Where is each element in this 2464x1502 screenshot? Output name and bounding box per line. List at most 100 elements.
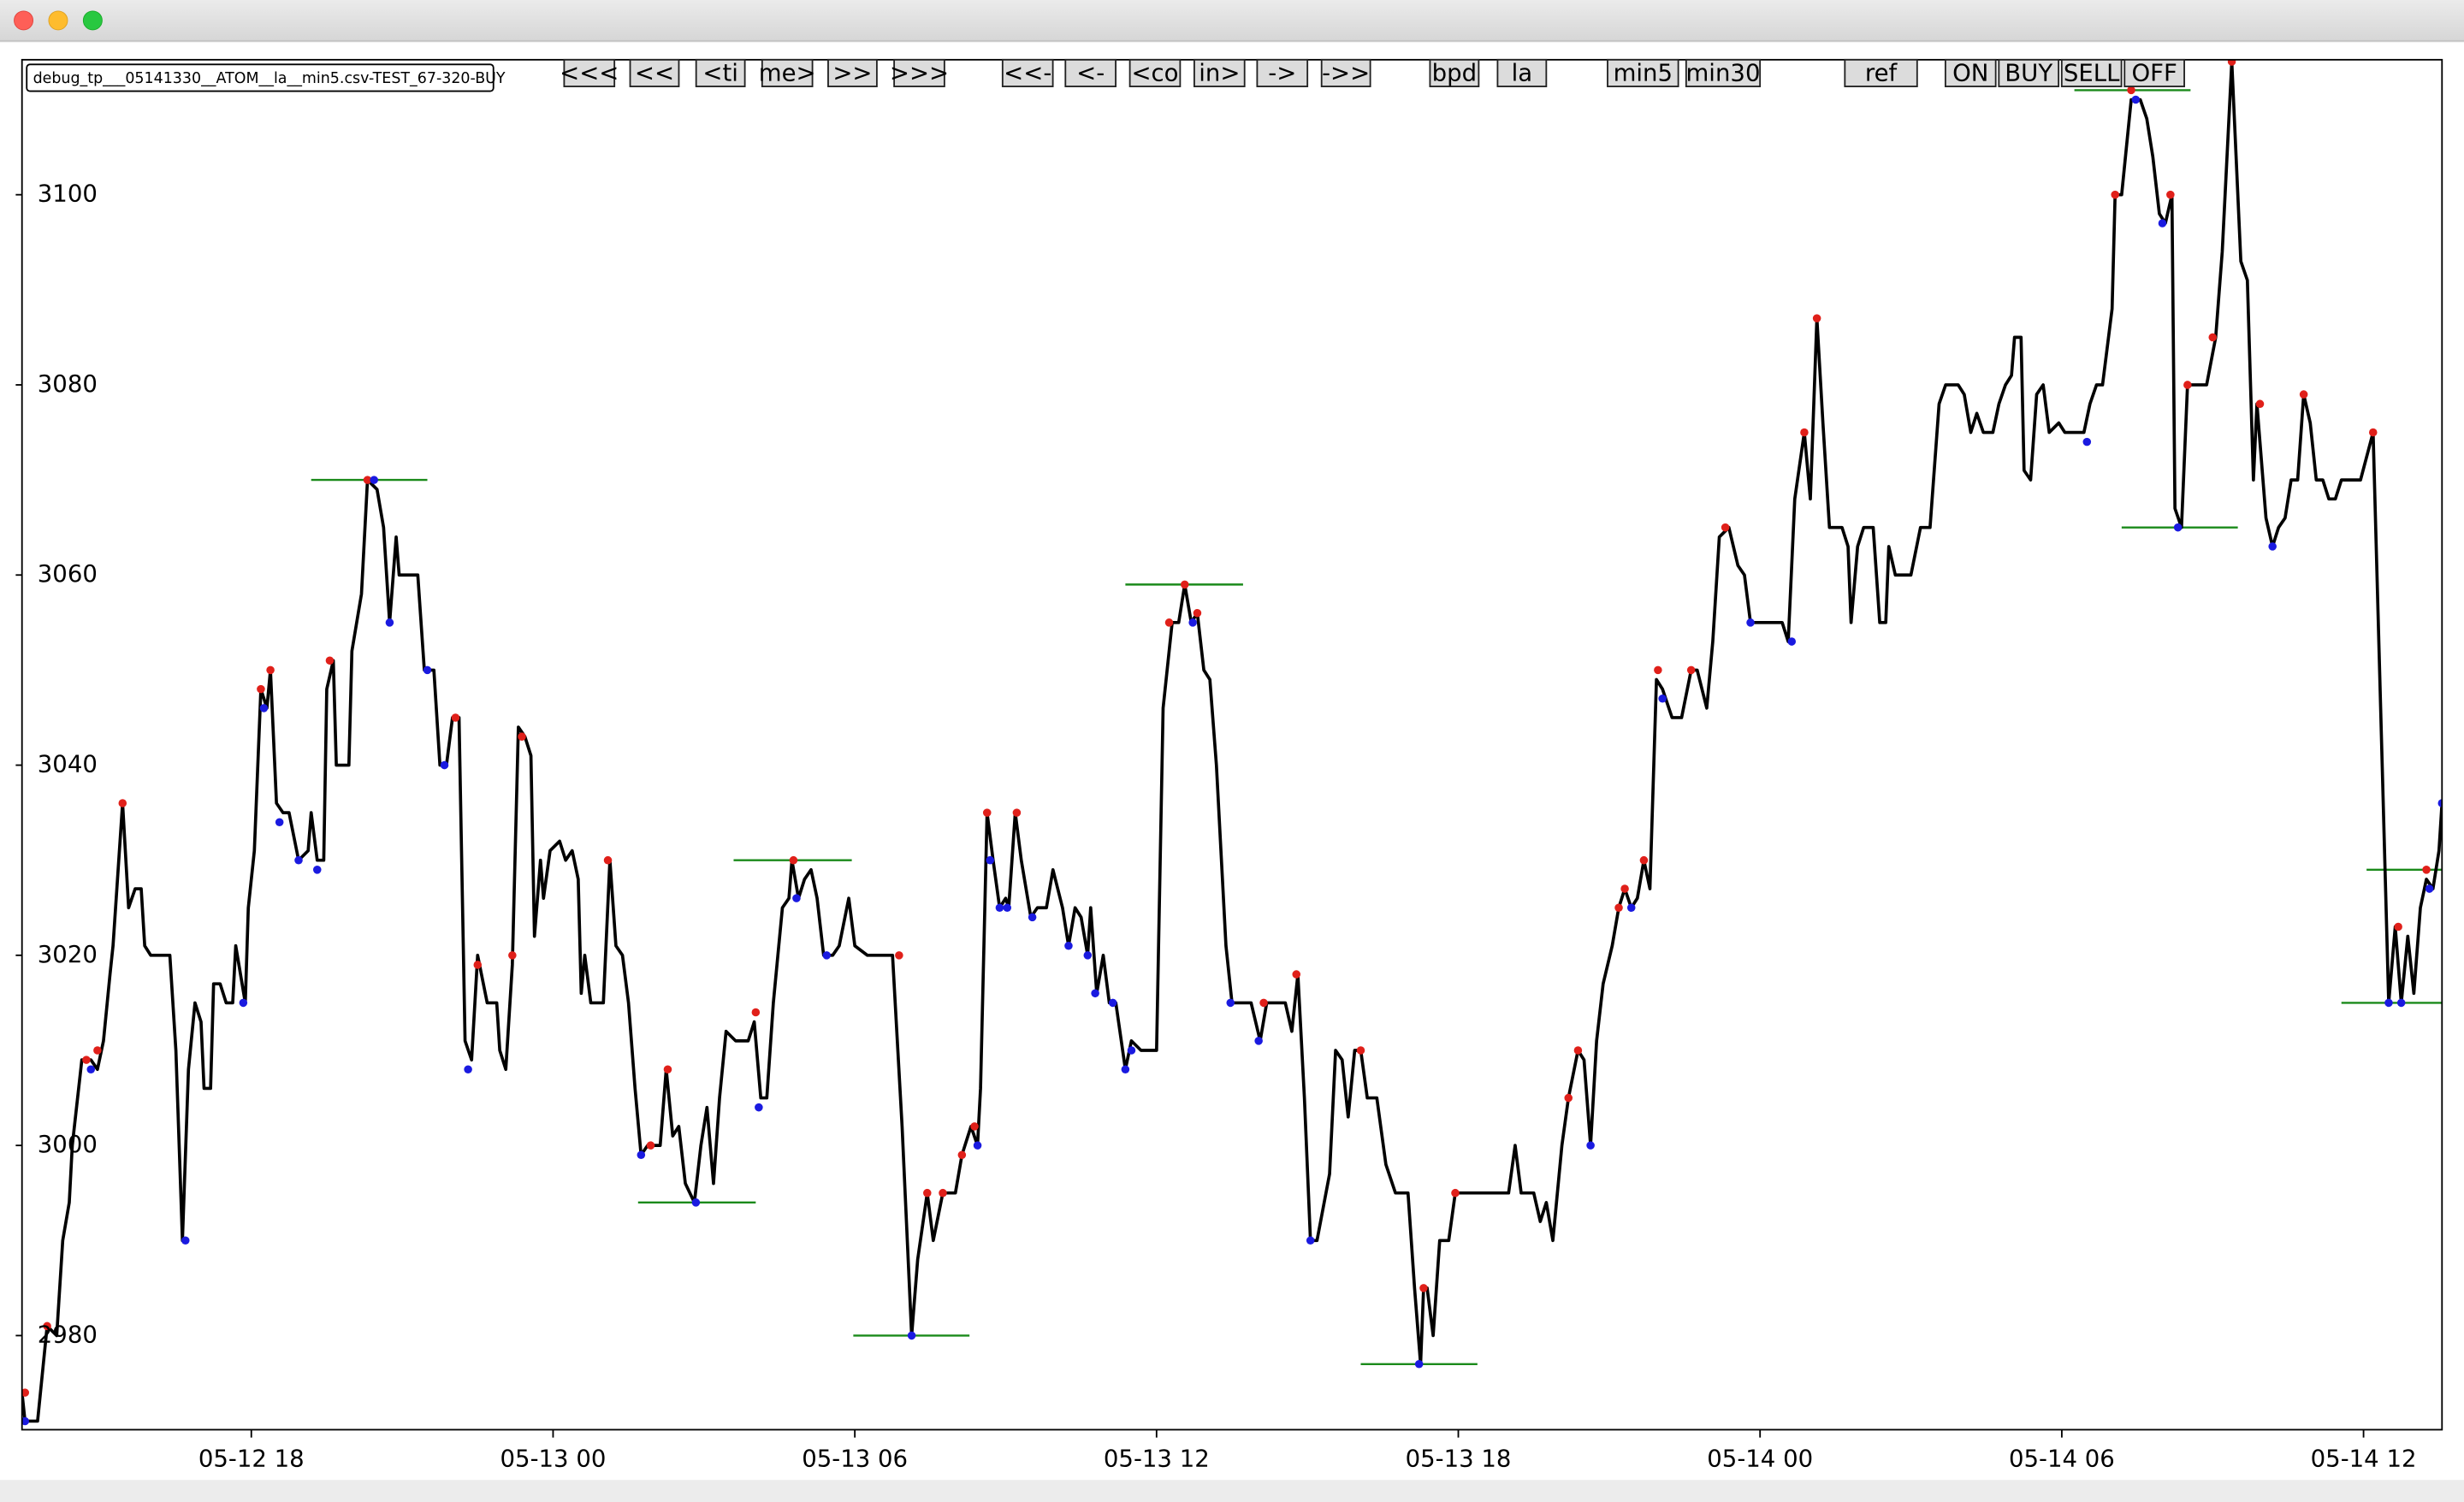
- info-box: [26, 63, 495, 92]
- x-tick-label: 05-13 18: [1406, 1445, 1512, 1472]
- pivot-point: [1226, 998, 1235, 1008]
- toolbar-button[interactable]: [1607, 58, 1679, 87]
- pivot-point: [691, 1198, 701, 1207]
- toolbar-button[interactable]: [1496, 58, 1548, 87]
- toolbar-button-label[interactable]: <<<: [560, 59, 619, 86]
- pivot-point: [423, 665, 432, 675]
- pivot-point: [370, 476, 378, 484]
- pivot-point: [451, 713, 460, 722]
- pivot-point: [275, 818, 284, 827]
- toolbar-button-label[interactable]: SELL: [2064, 59, 2120, 86]
- toolbar-button-label[interactable]: la: [1512, 59, 1533, 86]
- toolbar-button-label[interactable]: <<: [635, 59, 674, 86]
- pivot-point: [93, 1046, 102, 1055]
- toolbar-button[interactable]: [695, 58, 746, 87]
- toolbar-button[interactable]: [1320, 58, 1371, 87]
- toolbar-button[interactable]: [2060, 58, 2123, 87]
- pivot-point: [1654, 665, 1662, 675]
- pivot-point: [518, 732, 526, 741]
- toolbar-button-label[interactable]: <<-: [1004, 59, 1051, 86]
- pivot-point: [986, 855, 995, 865]
- toolbar-button-label[interactable]: me>: [759, 59, 816, 86]
- toolbar-button[interactable]: [827, 58, 878, 87]
- pivot-point: [970, 1122, 979, 1131]
- pivot-point: [646, 1141, 655, 1150]
- pivot-point: [1564, 1093, 1573, 1103]
- toolbar-button-label[interactable]: <-: [1076, 59, 1105, 86]
- pivot-point: [1721, 523, 1730, 532]
- toolbar-button-label[interactable]: ref: [1865, 59, 1898, 86]
- pivot-point: [2131, 95, 2141, 104]
- toolbar-button[interactable]: [1429, 58, 1480, 87]
- y-tick-label: 3040: [38, 751, 98, 778]
- toolbar-button[interactable]: [761, 58, 814, 87]
- toolbar-button[interactable]: [629, 58, 680, 87]
- toolbar-button[interactable]: [893, 58, 945, 87]
- pivot-point: [2255, 399, 2265, 408]
- pivot-point: [907, 1331, 916, 1340]
- pivot-point: [1028, 913, 1037, 922]
- toolbar-button[interactable]: [1998, 58, 2060, 87]
- pivot-point: [2396, 998, 2406, 1008]
- toolbar-button[interactable]: [1944, 58, 1997, 87]
- pivot-point: [2227, 59, 2236, 66]
- toolbar-button-label[interactable]: min5: [1614, 59, 1673, 86]
- pivot-point: [2384, 998, 2393, 1008]
- minimize-button[interactable]: [48, 10, 68, 31]
- button-bar: <<< << <ti me> >> >>> <<- <- <co in> -> ->> bpd la min…: [560, 58, 2185, 87]
- toolbar-button-label[interactable]: ON: [1952, 59, 1988, 86]
- pivot-point: [2422, 866, 2431, 874]
- pivot-point: [440, 760, 449, 770]
- y-tick-label: 3060: [38, 560, 98, 588]
- toolbar-button[interactable]: [1685, 58, 1762, 87]
- toolbar-button-label[interactable]: OFF: [2131, 59, 2177, 86]
- pivot-point: [1108, 998, 1117, 1008]
- pivot-point: [1419, 1284, 1428, 1292]
- pivot-point: [792, 894, 801, 902]
- zoom-button[interactable]: [82, 10, 103, 31]
- close-button[interactable]: [14, 10, 34, 31]
- pivot-point: [1686, 665, 1696, 675]
- toolbar-button-label[interactable]: BUY: [2005, 59, 2052, 86]
- y-tick-label: 3080: [38, 370, 98, 398]
- toolbar-button-label[interactable]: ->>: [1322, 59, 1370, 86]
- toolbar-button-label[interactable]: <co: [1131, 59, 1178, 86]
- pivot-point: [755, 1103, 763, 1112]
- pivot-point: [603, 855, 613, 865]
- info-label: debug_tp___05141330__ATOM__la__min5.csv-…: [33, 70, 506, 87]
- pivot-point: [1800, 428, 1809, 437]
- pivot-point: [751, 1008, 761, 1017]
- pivot-point: [1121, 1065, 1130, 1073]
- pivot-point: [1254, 1037, 1263, 1045]
- toolbar-button[interactable]: [563, 58, 616, 87]
- toolbar-button-label[interactable]: min30: [1685, 59, 1760, 86]
- pivot-point: [2166, 190, 2175, 199]
- toolbar-button-label[interactable]: >>: [832, 59, 872, 86]
- toolbar-button-label[interactable]: bpd: [1432, 59, 1477, 86]
- toolbar-button[interactable]: [1256, 58, 1309, 87]
- pivot-point: [1414, 1360, 1424, 1369]
- toolbar-button[interactable]: [2123, 58, 2185, 87]
- pivot-point: [1259, 998, 1268, 1008]
- toolbar-button-label[interactable]: <ti: [702, 59, 738, 86]
- pivot-point: [2368, 428, 2378, 437]
- x-tick-label: 05-13 06: [802, 1445, 908, 1472]
- toolbar-button-label[interactable]: in>: [1199, 59, 1240, 86]
- pivot-point: [82, 1056, 91, 1064]
- pivot-point: [2394, 922, 2402, 931]
- toolbar-button-label[interactable]: ->: [1268, 59, 1296, 86]
- pivot-point: [1620, 884, 1629, 893]
- pivot-point: [1164, 618, 1174, 627]
- toolbar-button[interactable]: [1128, 58, 1182, 87]
- toolbar-button[interactable]: [1194, 58, 1246, 87]
- pivot-point: [822, 951, 831, 960]
- toolbar-button-label[interactable]: >>>: [890, 59, 949, 86]
- toolbar-button[interactable]: [1064, 58, 1116, 87]
- toolbar-button[interactable]: [1001, 58, 1054, 87]
- pivot-point: [1012, 808, 1022, 817]
- pivot-point: [2173, 523, 2183, 532]
- pivot-point: [464, 1065, 472, 1073]
- pivot-point: [995, 903, 1004, 913]
- toolbar-button[interactable]: [1844, 58, 1918, 87]
- pivot-point: [973, 1141, 982, 1150]
